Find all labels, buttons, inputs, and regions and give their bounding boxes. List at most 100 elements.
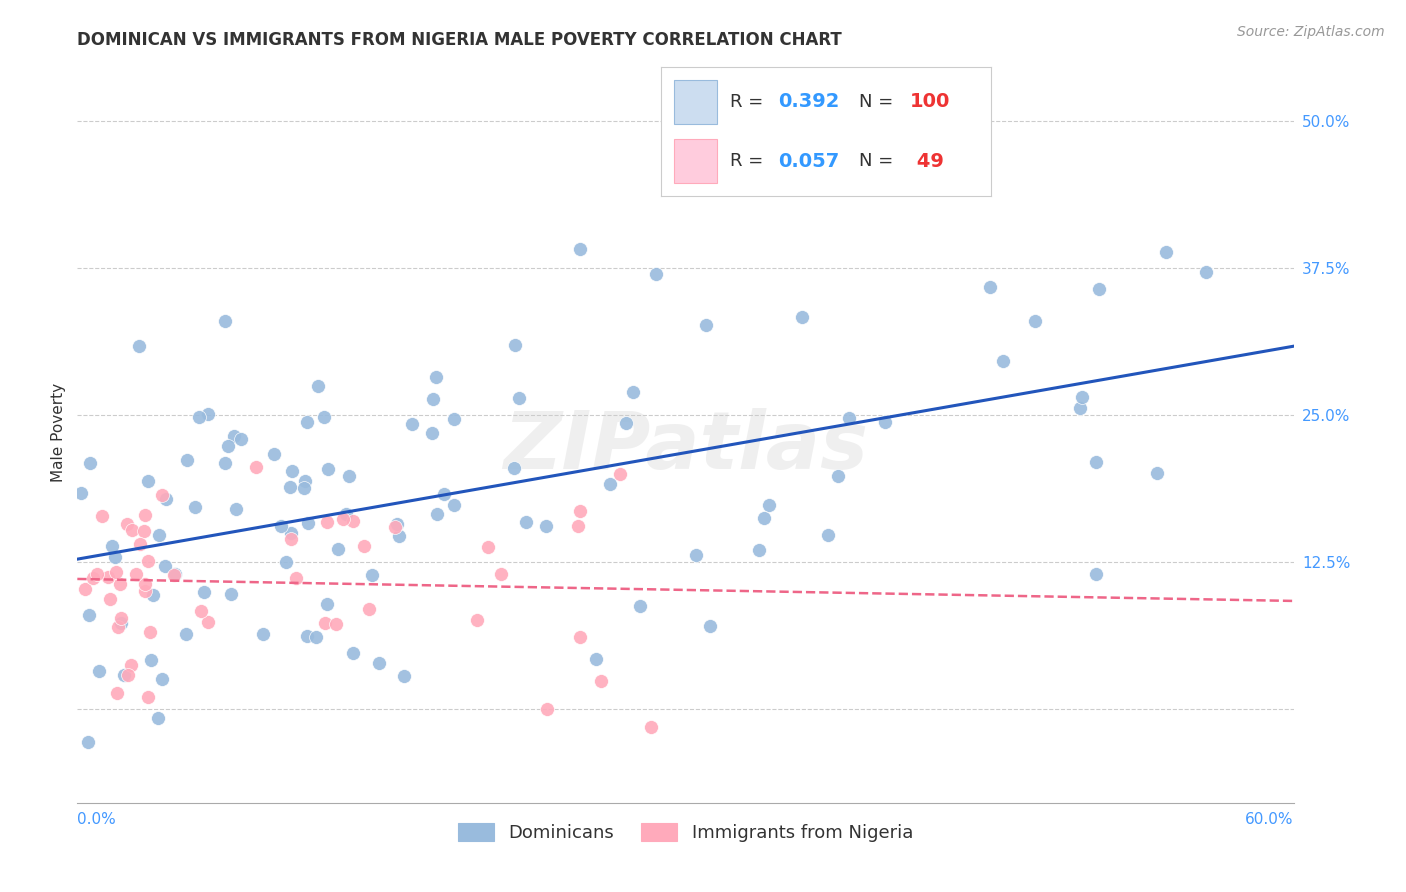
Point (174, 627, 197, 641)
Point (1085, 455, 1108, 469)
Point (503, 460, 526, 475)
Point (585, 652, 607, 666)
Text: 100: 100 (910, 92, 950, 112)
Point (87, 664, 110, 678)
Point (425, 507, 447, 521)
Point (422, 392, 444, 406)
Point (420, 425, 443, 440)
Point (312, 409, 335, 424)
Point (315, 597, 337, 611)
Point (280, 526, 302, 541)
Point (569, 503, 592, 517)
Point (614, 416, 637, 430)
Point (128, 338, 150, 352)
Point (305, 630, 328, 644)
Point (465, 613, 488, 627)
Point (134, 577, 156, 591)
Point (112, 667, 135, 681)
Point (110, 616, 132, 631)
Point (443, 412, 465, 426)
Point (621, 385, 644, 400)
Point (197, 615, 219, 630)
Point (217, 439, 239, 453)
Point (245, 460, 267, 475)
Point (221, 587, 243, 601)
Point (70, 486, 93, 500)
Point (77, 735, 100, 749)
Point (316, 462, 339, 476)
Point (176, 452, 198, 467)
FancyBboxPatch shape (673, 79, 717, 124)
Point (640, 720, 662, 734)
Point (591, 673, 613, 688)
Point (274, 555, 297, 569)
Point (263, 447, 285, 461)
Point (104, 549, 127, 564)
Point (108, 577, 131, 591)
Point (105, 686, 128, 700)
Point (138, 624, 160, 639)
Point (307, 379, 329, 393)
Point (1195, 265, 1218, 279)
Point (163, 568, 186, 582)
Point (508, 391, 530, 405)
Point (979, 280, 1001, 294)
Point (136, 690, 159, 704)
Point (425, 370, 447, 384)
Point (188, 409, 211, 424)
Point (392, 669, 415, 683)
Text: ZIPatlas: ZIPatlas (503, 409, 868, 486)
Point (229, 433, 252, 447)
Point (117, 668, 139, 682)
Point (645, 267, 668, 281)
Point (214, 314, 236, 328)
Point (284, 571, 307, 585)
Text: Source: ZipAtlas.com: Source: ZipAtlas.com (1237, 25, 1385, 39)
Point (90, 509, 112, 524)
Point (569, 242, 592, 256)
Point (136, 554, 159, 568)
Point (295, 415, 318, 429)
Point (150, 672, 173, 686)
Point (124, 566, 146, 581)
Point (748, 543, 770, 558)
Point (104, 565, 127, 579)
Legend: Dominicans, Immigrants from Nigeria: Dominicans, Immigrants from Nigeria (450, 815, 921, 849)
Point (567, 519, 589, 533)
Text: 0.057: 0.057 (778, 152, 839, 171)
Point (148, 527, 170, 541)
Point (110, 611, 132, 625)
Point (342, 646, 364, 660)
Point (991, 354, 1014, 368)
Point (1071, 391, 1094, 405)
Point (838, 410, 860, 425)
Point (342, 514, 364, 528)
Point (132, 524, 155, 538)
Point (163, 566, 186, 581)
Point (388, 529, 411, 543)
Point (353, 539, 375, 553)
Point (252, 627, 274, 641)
Point (335, 508, 357, 522)
Point (515, 515, 537, 529)
Point (332, 512, 354, 526)
Point (197, 407, 219, 421)
FancyBboxPatch shape (673, 139, 717, 184)
Point (294, 474, 316, 488)
Point (1085, 567, 1108, 582)
Point (503, 338, 526, 352)
Point (115, 516, 138, 531)
Point (534, 519, 557, 533)
Point (297, 516, 319, 531)
Point (121, 523, 143, 537)
Point (281, 464, 304, 478)
Point (1069, 401, 1091, 416)
Point (97, 570, 120, 584)
Point (98, 592, 121, 607)
Point (685, 548, 707, 562)
Point (326, 542, 349, 557)
Point (875, 415, 897, 429)
Point (86, 567, 108, 582)
Point (190, 604, 212, 618)
Point (101, 539, 124, 553)
